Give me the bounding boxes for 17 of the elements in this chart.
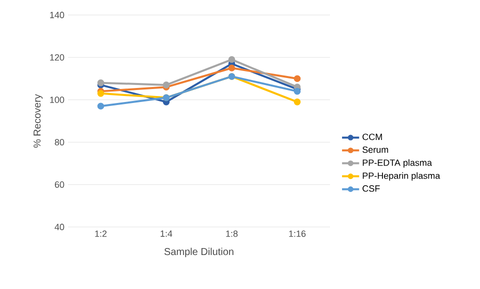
y-tick-label: 140 xyxy=(50,12,64,18)
y-tick-label: 80 xyxy=(54,139,64,146)
legend-label: Serum xyxy=(362,146,388,153)
x-tick-label: 1:4 xyxy=(160,230,172,237)
x-axis-title: Sample Dilution xyxy=(164,248,234,258)
legend-label: PP-Heparin plasma xyxy=(362,172,440,181)
y-tick-label: 120 xyxy=(50,54,64,61)
legend-label: CSF xyxy=(362,185,380,192)
y-axis-title: % Recovery xyxy=(34,94,43,148)
y-tick-label: 40 xyxy=(54,224,64,230)
x-tick-label: 1:2 xyxy=(95,230,107,237)
y-tick-label: 100 xyxy=(50,96,64,103)
x-tick-label: 1:16 xyxy=(289,230,306,237)
legend-label: PP-EDTA plasma xyxy=(362,159,432,168)
y-tick-label: 60 xyxy=(54,181,64,188)
x-tick-label: 1:8 xyxy=(226,230,238,237)
legend-label: CCM xyxy=(362,134,382,140)
